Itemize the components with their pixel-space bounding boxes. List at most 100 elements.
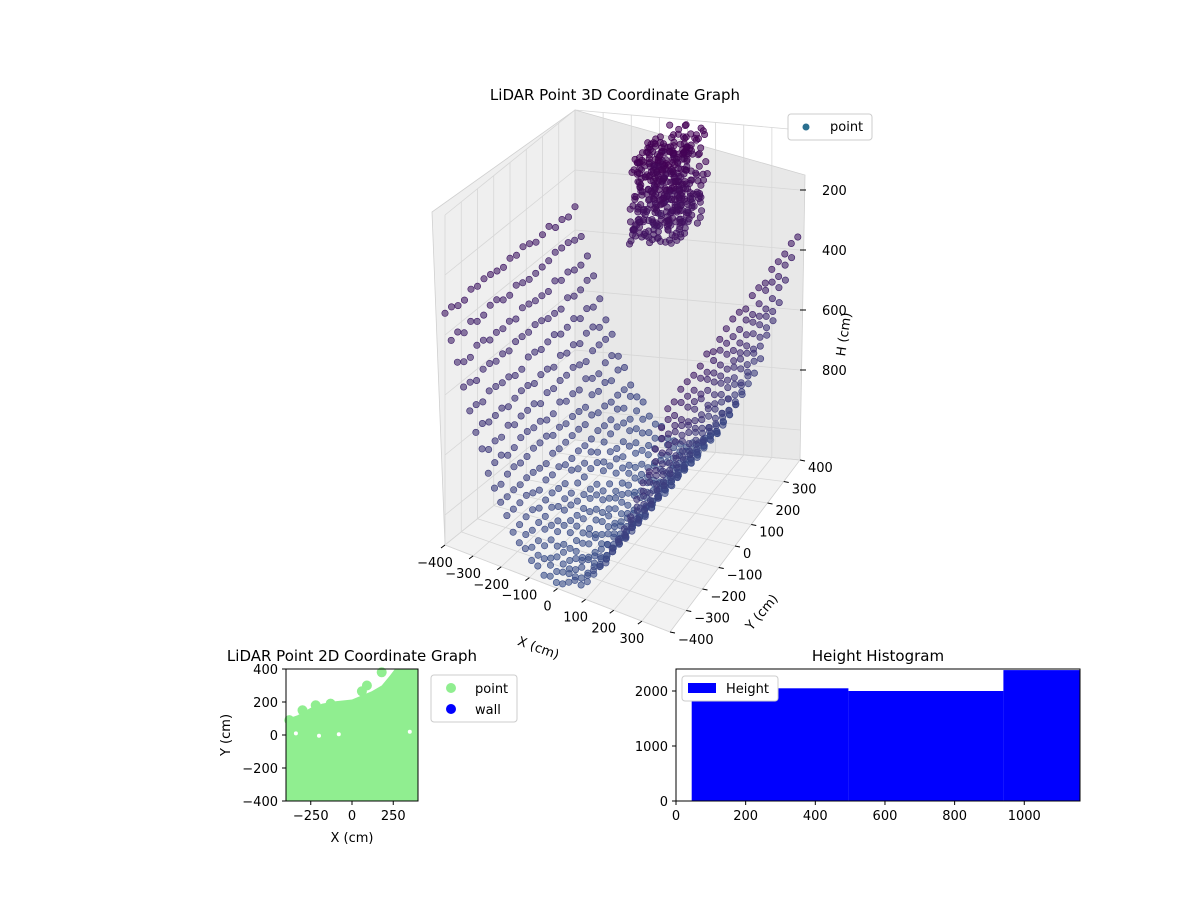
data-point — [678, 437, 686, 445]
data-point — [632, 425, 640, 433]
x-tick — [553, 588, 558, 592]
data-point — [505, 317, 513, 325]
data-point — [723, 350, 731, 358]
data-point — [697, 390, 705, 398]
data-point — [620, 404, 628, 412]
data-point — [537, 345, 545, 353]
data-point — [729, 333, 737, 341]
data-point — [584, 571, 592, 579]
data-point — [549, 449, 557, 457]
data-point — [568, 412, 576, 420]
data-point — [547, 521, 555, 529]
data-point — [441, 309, 449, 317]
data-point — [569, 363, 577, 371]
data-point — [578, 556, 586, 564]
data-point — [552, 578, 560, 586]
data-point — [627, 381, 635, 389]
data-point — [531, 321, 539, 329]
data-point — [748, 292, 756, 300]
data-point — [492, 357, 500, 365]
data-point — [460, 383, 468, 391]
data-point — [542, 496, 550, 504]
data-point — [591, 552, 599, 560]
data-point — [645, 468, 653, 476]
y-tick — [669, 631, 676, 634]
data-point — [581, 403, 589, 411]
data-point — [600, 422, 608, 430]
data-point — [682, 133, 690, 141]
y-tick-label: 200 — [253, 696, 278, 711]
histogram-frame — [675, 668, 1081, 802]
data-point — [524, 353, 532, 361]
data-point — [621, 531, 629, 539]
x-tick-label: 200 — [733, 809, 758, 824]
data-point — [538, 231, 546, 239]
y-tick-label: 0 — [660, 795, 668, 810]
data-point — [638, 446, 646, 454]
data-point — [723, 365, 731, 373]
data-point — [510, 444, 518, 452]
data-point — [592, 505, 600, 513]
x-tick-label: −250 — [293, 809, 329, 824]
data-point — [686, 189, 694, 197]
data-point — [596, 563, 604, 571]
data-point — [718, 409, 726, 417]
data-point — [671, 438, 679, 446]
data-point — [697, 181, 705, 189]
data-point — [639, 487, 647, 495]
data-point — [587, 448, 595, 456]
data-point — [594, 448, 602, 456]
data-point — [480, 275, 488, 283]
data-point — [618, 479, 626, 487]
data-point — [687, 176, 695, 184]
data-point — [479, 336, 487, 344]
data-point — [466, 378, 474, 386]
data-point — [548, 471, 556, 479]
data-point — [634, 515, 642, 523]
data-point — [580, 504, 588, 512]
data-point — [577, 261, 585, 269]
data-point — [498, 379, 506, 387]
data-point — [556, 398, 564, 406]
data-point — [749, 330, 757, 338]
data-point — [638, 429, 646, 437]
data-point — [614, 391, 622, 399]
data-point — [504, 421, 512, 429]
data-point — [781, 250, 789, 258]
x-tick-label: 100 — [563, 610, 588, 625]
histogram-bar — [1003, 670, 1080, 801]
data-point — [633, 407, 641, 415]
data-point — [626, 218, 634, 226]
data-point — [632, 449, 640, 457]
chart-2d: LiDAR Point 2D Coordinate Graph −250 0 250… — [219, 647, 518, 846]
gap-mark — [336, 732, 341, 737]
data-point — [580, 491, 588, 499]
data-point — [518, 365, 526, 373]
data-point — [677, 385, 685, 393]
data-point — [611, 494, 619, 502]
data-point — [705, 423, 713, 431]
data-point — [525, 328, 533, 336]
data-point — [658, 434, 666, 442]
data-point — [555, 423, 563, 431]
data-point — [553, 553, 561, 561]
data-point — [551, 224, 559, 232]
data-point — [536, 417, 544, 425]
data-point — [593, 491, 601, 499]
data-point — [698, 207, 706, 215]
data-point — [567, 501, 575, 509]
data-point — [781, 261, 789, 269]
data-point — [631, 463, 639, 471]
data-point — [743, 342, 751, 350]
data-point — [666, 148, 674, 156]
chart-2d-legend: point wall — [430, 674, 518, 723]
data-point — [570, 292, 578, 300]
y-tick-label: −400 — [678, 633, 714, 648]
data-point — [512, 251, 520, 259]
data-point — [664, 415, 672, 423]
data-point — [731, 380, 739, 388]
data-point — [678, 421, 686, 429]
data-point — [545, 257, 553, 265]
data-point — [639, 415, 647, 423]
gap-mark — [293, 731, 298, 736]
